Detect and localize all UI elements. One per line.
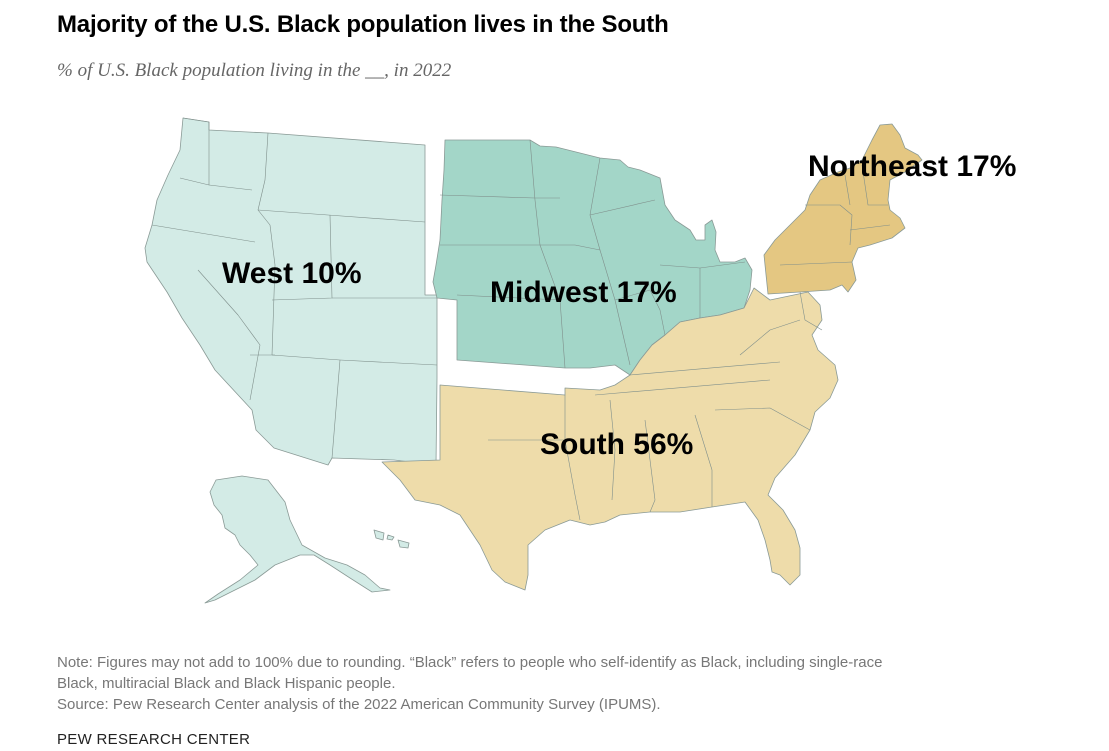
region-west (144, 117, 438, 604)
source-line: Source: Pew Research Center analysis of … (57, 696, 661, 713)
region-midwest (432, 139, 753, 376)
region-northeast (763, 123, 923, 295)
label-midwest: Midwest 17% (490, 276, 677, 309)
credit: PEW RESEARCH CENTER (57, 731, 251, 748)
note-line-2: Black, multiracial Black and Black Hispa… (57, 675, 396, 692)
region-south (381, 287, 839, 591)
label-northeast: Northeast 17% (808, 150, 1016, 183)
label-west: West 10% (222, 257, 362, 290)
chart-notes: Note: Figures may not add to 100% due to… (57, 652, 1057, 715)
chart-subtitle: % of U.S. Black population living in the… (57, 60, 452, 81)
label-south: South 56% (540, 428, 693, 461)
chart-title: Majority of the U.S. Black population li… (57, 11, 669, 38)
note-line-1: Note: Figures may not add to 100% due to… (57, 654, 883, 671)
